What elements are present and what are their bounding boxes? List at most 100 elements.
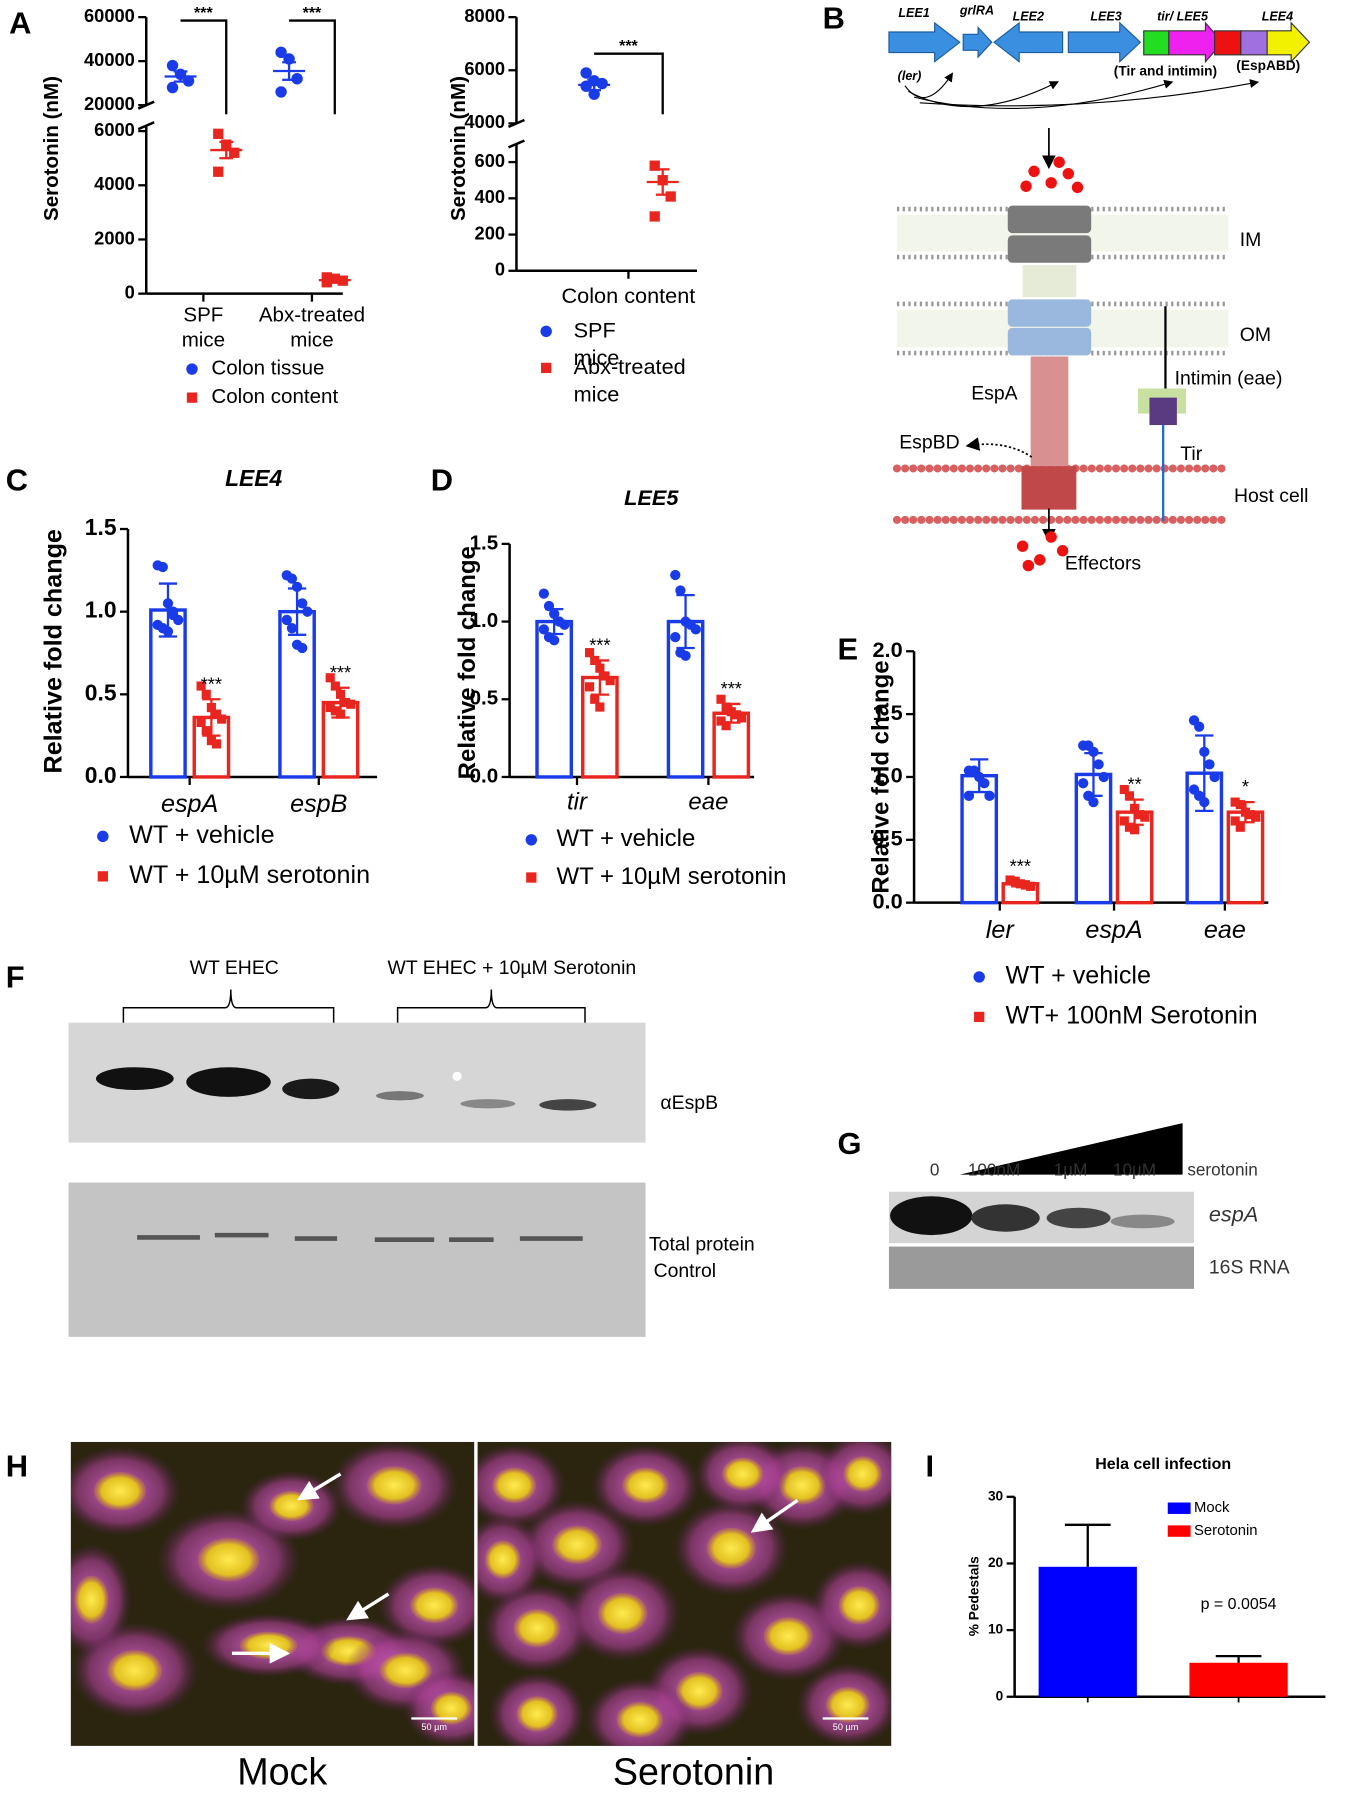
blot-f-part: [539, 1099, 597, 1111]
data-point: [721, 721, 731, 731]
membranes-part: [1007, 327, 1092, 356]
membranes-part-part: [1022, 559, 1035, 572]
data-point: [549, 608, 560, 619]
axis-line: [507, 139, 525, 149]
x-tick-label: espA: [1085, 916, 1142, 944]
blot-group: WT EHEC + 10µM Serotonin: [388, 957, 637, 979]
significance-bracket: [289, 19, 336, 115]
diagram-label: EspA: [971, 382, 1017, 404]
data-point: [1204, 759, 1215, 770]
data-point: [196, 717, 206, 727]
data-point: [680, 650, 691, 661]
legend-label-part: SPF: [574, 317, 616, 342]
data-point: [726, 707, 736, 717]
gene-note: (Tir and intimin): [1114, 64, 1217, 79]
legend-marker: [973, 971, 985, 983]
blot-f-part: [95, 1067, 174, 1091]
x-tick-label-part: mice: [290, 329, 333, 352]
data-point: [275, 46, 287, 59]
diagram-label: Host cell: [1234, 485, 1308, 507]
membranes-part-part: [1071, 181, 1084, 194]
x-tick-label: Colon content: [562, 283, 696, 308]
data-point: [736, 713, 747, 723]
significance-label: ***: [589, 635, 610, 656]
panel-label: C: [6, 462, 28, 497]
gene-label: LEE4: [1262, 9, 1293, 23]
legend-label: Abx-treated mice: [574, 354, 686, 406]
cell-nucleus: [492, 1467, 537, 1504]
legend-label: Mock: [1194, 1500, 1230, 1516]
data-point: [1194, 721, 1205, 732]
data-point: [595, 702, 605, 712]
x-tick-label: eae: [1204, 916, 1246, 944]
y-tick-label: 8000: [464, 5, 505, 26]
significance-bracket: [180, 19, 228, 115]
row-label: espA: [1209, 1201, 1258, 1226]
cell-nucleus: [379, 1652, 432, 1689]
data-point: [1093, 759, 1104, 770]
cell-nucleus: [622, 1467, 669, 1504]
panel-label: G: [838, 1126, 862, 1161]
data-point: [211, 709, 222, 719]
bar: [1038, 1566, 1137, 1697]
legend-label: Colon content: [211, 385, 338, 408]
membranes-part: [965, 437, 1033, 458]
x-tick-label-part: mice: [182, 329, 225, 352]
data-point: [1020, 880, 1031, 890]
legend-label: WT+ 100nM Serotonin: [1005, 1002, 1257, 1030]
membranes-part: [1007, 235, 1092, 263]
membranes-part: [1149, 397, 1177, 426]
data-point: [670, 631, 681, 643]
blot-f-part: [452, 1071, 462, 1081]
diagram-label: OM: [1240, 324, 1271, 346]
gene-note: (EspABD): [1236, 58, 1300, 73]
bar: [1189, 1662, 1288, 1697]
bar: [149, 608, 187, 779]
data-point: [213, 128, 224, 139]
blot-g-part: [971, 1204, 1040, 1232]
gene-map-part: [1067, 21, 1142, 64]
y-tick-label: 400: [475, 186, 505, 207]
membranes-part: [1030, 356, 1069, 467]
y-tick-label: 1.0: [872, 763, 902, 788]
data-point: [1135, 810, 1145, 820]
y-tick-label: 0.0: [872, 888, 902, 913]
data-point: [580, 67, 592, 79]
data-point: [335, 689, 346, 699]
panel-label: H: [6, 1448, 28, 1483]
gene-map-part: [908, 81, 1059, 108]
data-point: [211, 739, 222, 749]
bar: [1115, 810, 1154, 905]
cell-nucleus: [598, 1592, 648, 1634]
membranes-part: [1022, 265, 1077, 298]
blot-f-part: [375, 1091, 424, 1101]
gene-label: LEE3: [1090, 9, 1121, 23]
significance-label: ***: [330, 662, 351, 683]
data-point: [1098, 771, 1109, 783]
y-tick-label: 6000: [94, 119, 135, 140]
blot-g: [888, 1123, 1195, 1289]
y-tick-label: 4000: [464, 111, 505, 132]
data-point: [670, 569, 681, 581]
membranes-part-part: [1062, 167, 1075, 180]
annotation: p = 0.0054: [1201, 1596, 1277, 1613]
cell-nucleus: [93, 1471, 147, 1511]
data-point: [217, 714, 227, 724]
blot-g-part: [1046, 1207, 1111, 1229]
gene-map-part: [962, 25, 993, 59]
gene-map-part: [1214, 30, 1242, 56]
data-point: [600, 671, 610, 681]
legend-label: SPF mice: [574, 317, 620, 369]
cell-nucleus: [484, 1540, 521, 1579]
data-point: [1119, 784, 1129, 795]
data-point: [979, 778, 990, 789]
data-point: [690, 624, 701, 635]
data-point: [302, 606, 313, 617]
y-tick-label: 0.5: [872, 826, 902, 851]
axis-line: [137, 121, 155, 131]
gene-map-part: [888, 21, 961, 63]
data-point: [229, 147, 240, 158]
significance-label: *: [1242, 776, 1249, 797]
legend-label: WT + vehicle: [1005, 962, 1150, 990]
data-point: [325, 673, 335, 683]
